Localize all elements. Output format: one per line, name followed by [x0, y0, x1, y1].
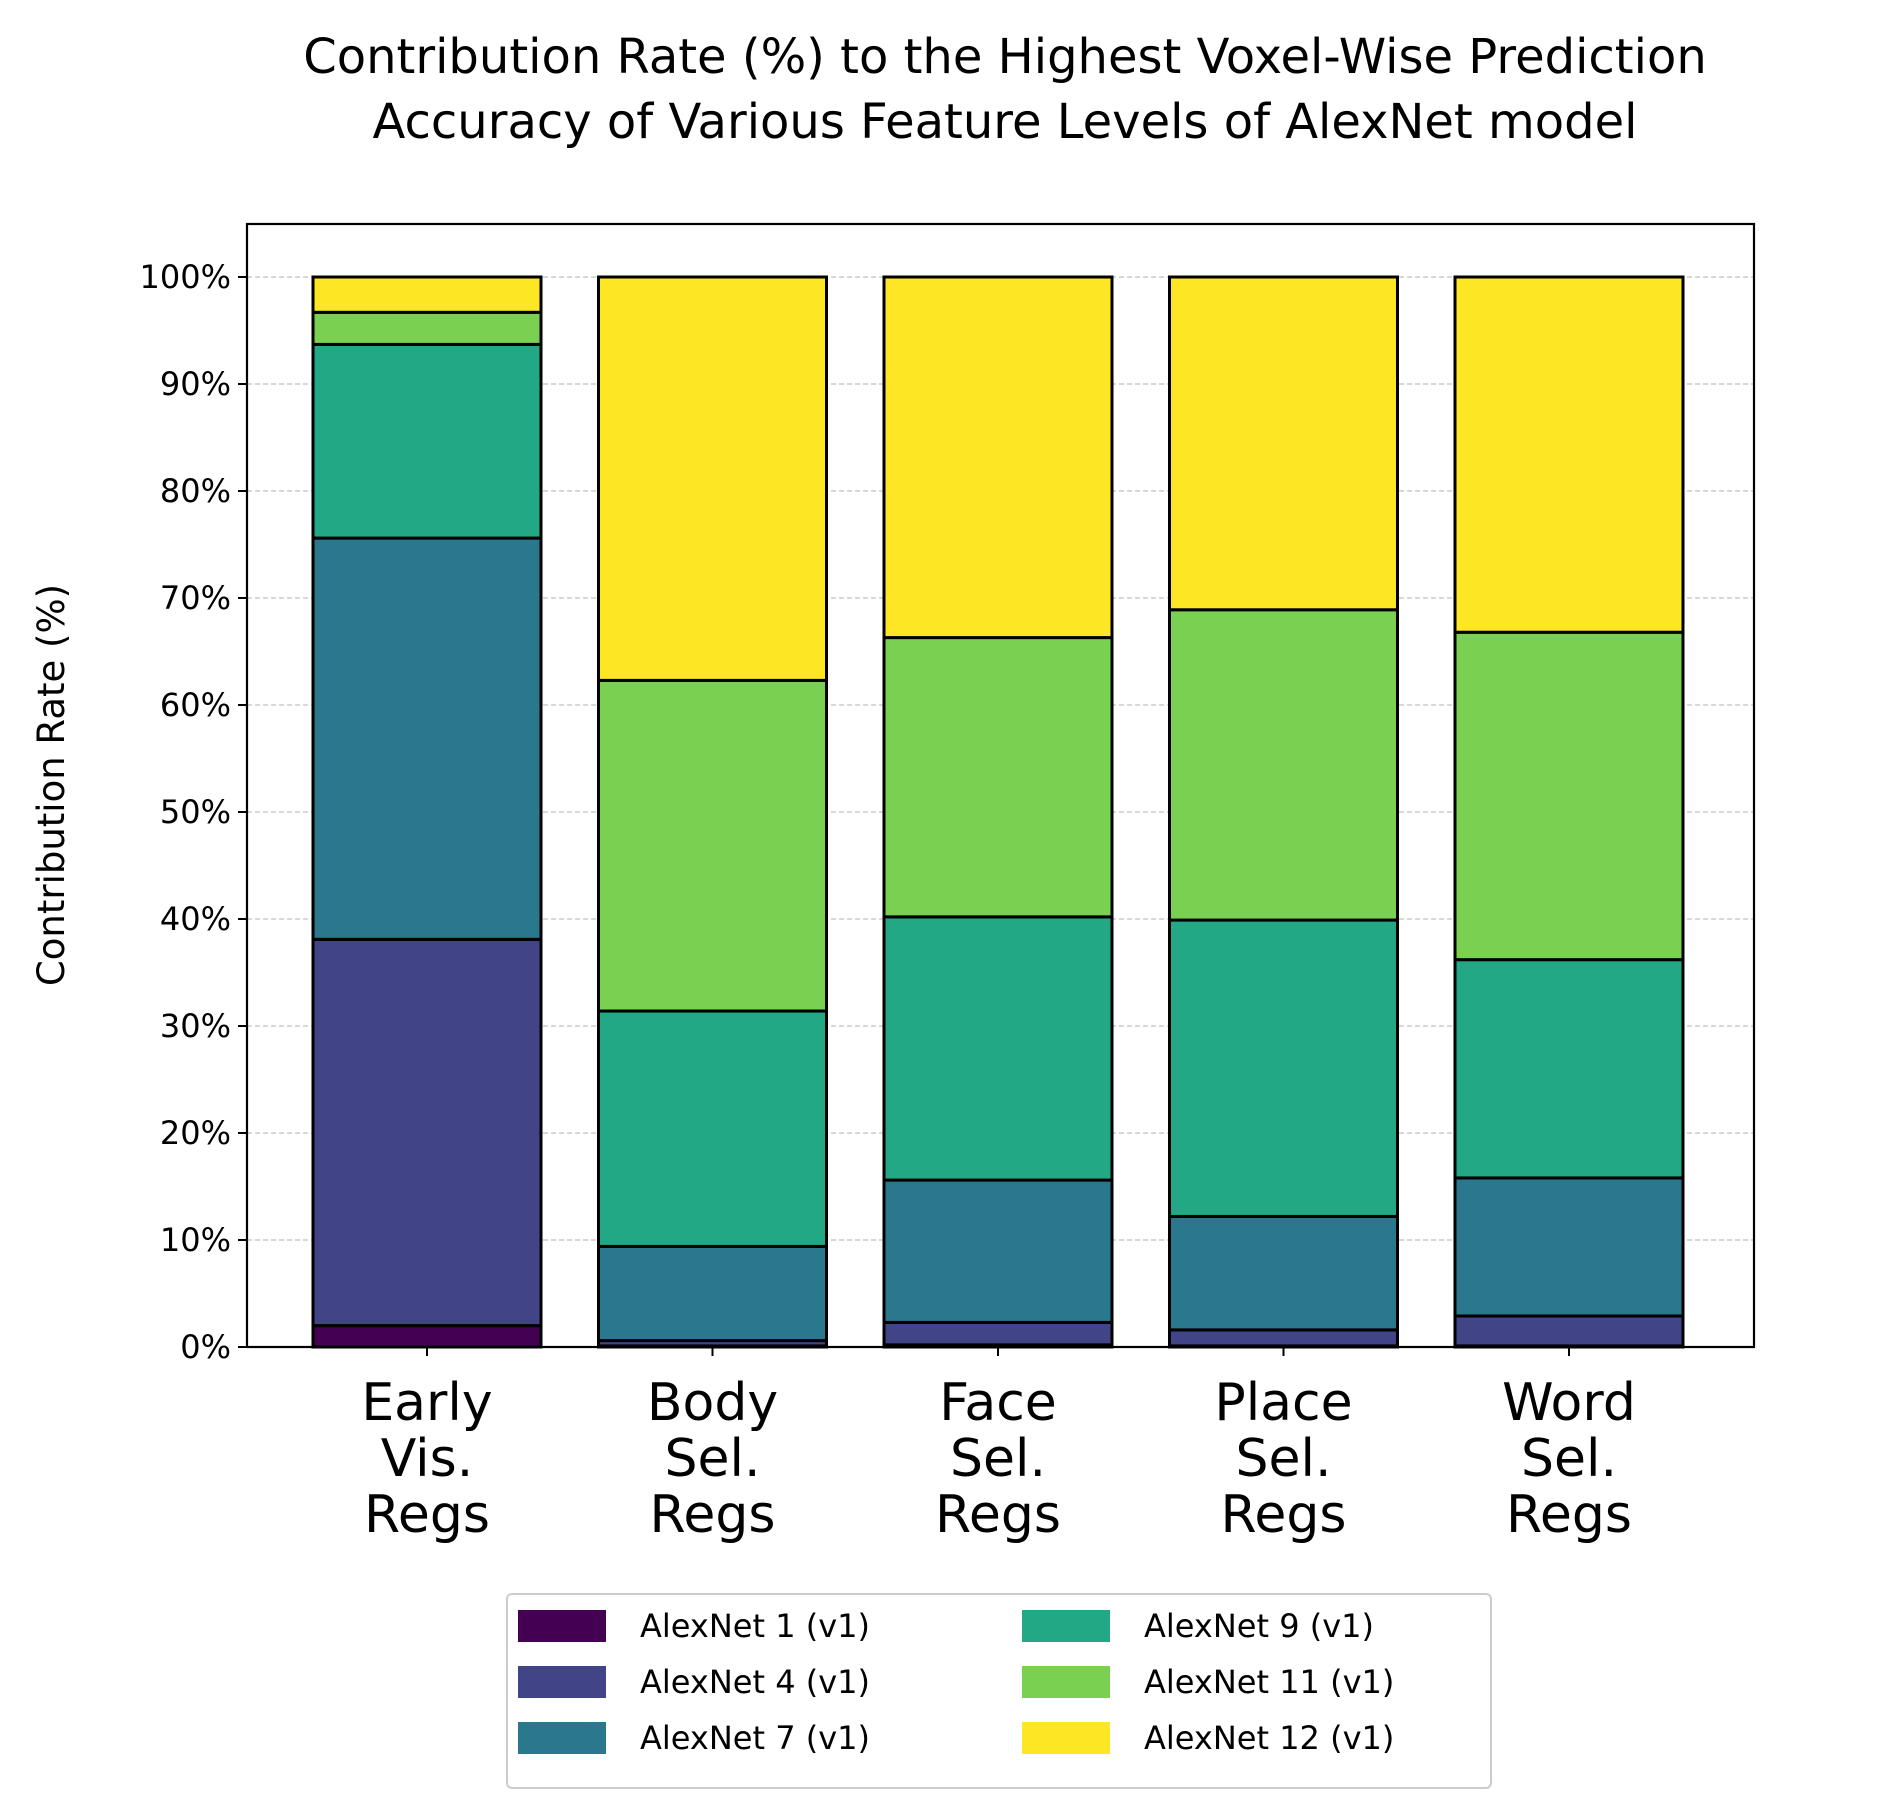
- bar-segment: [311, 342, 543, 540]
- bar-segment: [311, 1324, 543, 1349]
- bar-segment: [1168, 608, 1399, 922]
- bar-segment: [1453, 1314, 1685, 1348]
- x-tick-label: Vis.: [381, 1429, 474, 1489]
- x-tick-label: Face: [939, 1373, 1057, 1433]
- chart-title-line-2: Accuracy of Various Feature Levels of Al…: [373, 94, 1638, 150]
- chart-title-line-1: Contribution Rate (%) to the Highest Vox…: [303, 29, 1707, 85]
- legend-swatch: [518, 1666, 606, 1698]
- x-tick-label: Word: [1502, 1373, 1636, 1433]
- legend-label: AlexNet 11 (v1): [1144, 1663, 1394, 1701]
- chart-title: Contribution Rate (%) to the Highest Vox…: [303, 29, 1707, 150]
- y-axis-label: Contribution Rate (%): [30, 584, 73, 986]
- x-tick-label: Body: [647, 1373, 778, 1433]
- legend-swatch: [1022, 1610, 1110, 1642]
- y-tick-label: 50%: [160, 793, 231, 831]
- y-tick-label: 100%: [140, 258, 231, 296]
- bar-segment: [882, 1320, 1114, 1347]
- bar-segment: [311, 310, 543, 346]
- x-tick-label: Sel.: [665, 1429, 761, 1489]
- y-tick-label: 30%: [160, 1007, 231, 1045]
- bar-segment: [1453, 958, 1685, 1180]
- x-tick-label: Place: [1214, 1373, 1352, 1433]
- y-axis: 0% 10% 20% 30% 40% 50% 60% 70% 80% 90% 100%: [140, 258, 247, 1366]
- x-tick-label: Sel.: [1236, 1429, 1332, 1489]
- x-tick-label: Regs: [364, 1485, 490, 1545]
- bar-segment: [597, 1244, 828, 1343]
- legend-frame: [506, 1593, 1492, 1789]
- legend-label: AlexNet 4 (v1): [640, 1663, 870, 1701]
- y-tick-label: 0%: [180, 1328, 231, 1366]
- legend-swatch: [1022, 1666, 1110, 1698]
- x-tick-label: Regs: [650, 1485, 776, 1545]
- bar-segment: [1168, 918, 1399, 1218]
- y-tick-label: 90%: [160, 365, 231, 403]
- bar-segment: [311, 536, 543, 941]
- bars: [311, 275, 1685, 1349]
- bar-segment: [597, 1009, 828, 1248]
- y-tick-label: 10%: [160, 1221, 231, 1259]
- legend: AlexNet 1 (v1) AlexNet 4 (v1) AlexNet 7 (v…: [506, 1593, 1492, 1789]
- bar-segment: [311, 275, 543, 314]
- bar-segment: [1453, 275, 1685, 634]
- y-tick-label: 20%: [160, 1114, 231, 1152]
- bar-segment: [1168, 1214, 1399, 1332]
- legend-label: AlexNet 12 (v1): [1144, 1719, 1394, 1757]
- x-axis: EarlyVis.RegsBodySel.RegsFaceSel.RegsPla…: [361, 1347, 1636, 1545]
- legend-swatch: [518, 1722, 606, 1754]
- bar-segment: [1168, 275, 1399, 612]
- legend-label: AlexNet 7 (v1): [640, 1719, 870, 1757]
- x-tick-label: Sel.: [1521, 1429, 1617, 1489]
- x-tick-label: Early: [361, 1373, 492, 1433]
- legend-label: AlexNet 9 (v1): [1144, 1607, 1374, 1645]
- bar-segment: [1453, 1176, 1685, 1318]
- bar-segment: [882, 636, 1114, 919]
- x-tick-label: Regs: [935, 1485, 1061, 1545]
- x-tick-label: Sel.: [950, 1429, 1046, 1489]
- bar-segment: [597, 678, 828, 1013]
- y-tick-label: 40%: [160, 900, 231, 938]
- bar-segment: [882, 915, 1114, 1182]
- y-tick-label: 70%: [160, 579, 231, 617]
- x-tick-label: Regs: [1221, 1485, 1347, 1545]
- legend-label: AlexNet 1 (v1): [640, 1607, 870, 1645]
- bar-segment: [1453, 630, 1685, 962]
- x-tick-label: Regs: [1506, 1485, 1632, 1545]
- legend-swatch: [518, 1610, 606, 1642]
- y-tick-label: 60%: [160, 686, 231, 724]
- y-tick-label: 80%: [160, 472, 231, 510]
- bar-segment: [882, 275, 1114, 640]
- bar-segment: [1168, 1328, 1399, 1348]
- bar-segment: [597, 275, 828, 682]
- plot-area-frame: [245, 222, 1756, 1349]
- bar-segment: [311, 937, 543, 1328]
- legend-swatch: [1022, 1722, 1110, 1754]
- bar-segment: [882, 1178, 1114, 1324]
